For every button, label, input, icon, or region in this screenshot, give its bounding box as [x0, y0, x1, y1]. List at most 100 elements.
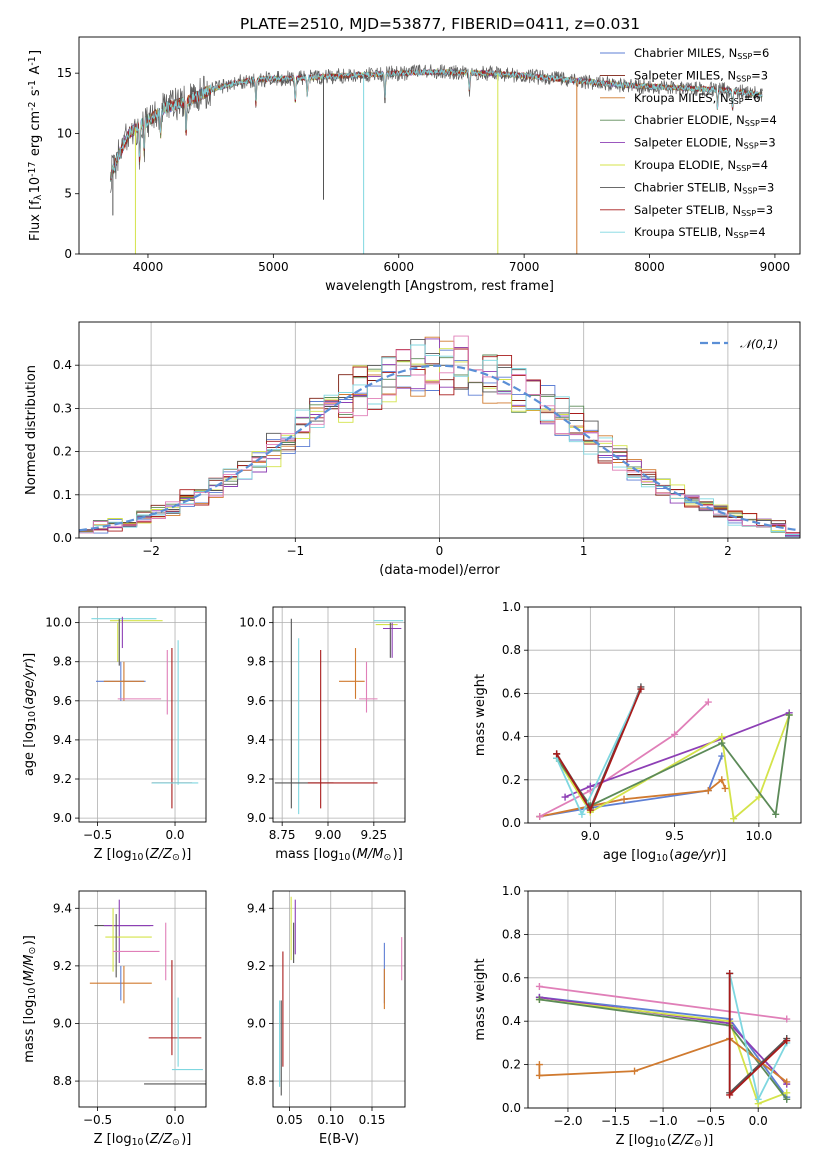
figure-title: PLATE=2510, MJD=53877, FIBERID=0411, z=0…: [240, 15, 640, 33]
mass_vs_Z-panel: −0.5 0.08.89.09.29.4Z [log10 (Z/Z⊙ )]mass…: [22, 890, 207, 1148]
y-tick-label: 9.0: [247, 811, 266, 825]
data-point: [726, 1091, 734, 1099]
subscript: SSP: [736, 74, 751, 83]
subscript: 10: [27, 988, 38, 1000]
text-run: (: [145, 1132, 150, 1147]
text-run: age [log: [603, 848, 656, 863]
subscript: 10: [132, 852, 144, 863]
subscript: SSP: [744, 142, 759, 151]
x-tick-label: 9.5: [665, 829, 684, 843]
plot-area: [274, 618, 404, 815]
y-tick-label: 9.8: [53, 655, 72, 669]
data-point: [721, 784, 729, 792]
text-run: Z [log: [94, 847, 132, 862]
x-tick-label: −0.5: [83, 828, 112, 842]
y-tick-label: 9.2: [247, 959, 266, 973]
data-point: [631, 1067, 639, 1075]
y-tick-label: 0.6: [502, 686, 521, 700]
data-point: [637, 685, 645, 693]
y-tick-label: 0.4: [502, 1014, 521, 1028]
y-tick-label: 8.8: [53, 1074, 72, 1088]
text-run: Z [log: [94, 1132, 132, 1147]
gaussian-curve: [79, 364, 800, 532]
x-axis-label: wavelength [Angstrom, rest frame]: [325, 279, 554, 294]
text-run: A: [28, 66, 43, 79]
data-point: [586, 782, 594, 790]
text-run: mass [log: [275, 847, 338, 862]
y-tick-label: 0.4: [502, 730, 521, 744]
plot-area: [535, 969, 791, 1108]
text-run: )]: [181, 1132, 191, 1147]
legend-label: Kroupa ELODIE, NSSP=4: [634, 158, 768, 173]
data-point: [561, 793, 569, 801]
y-axis-label: mass [log10 (M/M⊙ )]: [22, 935, 38, 1063]
x-tick-label: −1.5: [601, 1114, 630, 1128]
data-point: [718, 776, 726, 784]
x-tick-label: −1.0: [649, 1114, 678, 1128]
superscript: -1: [27, 80, 38, 89]
y-tick-label: 10: [57, 126, 72, 140]
legend-label: Chabrier STELIB, NSSP=3: [634, 180, 774, 195]
y-tick-label: 0.0: [502, 1101, 521, 1115]
text-run: Z/Z: [149, 1132, 173, 1147]
data-point: [671, 730, 679, 738]
y-tick-label: 1.0: [502, 884, 521, 898]
text-run: )]: [181, 847, 191, 862]
x-tick-label: 9.25: [360, 828, 387, 842]
series-line: [539, 985, 787, 1020]
text-run: age [log: [22, 723, 37, 776]
text-run: wavelength [Angstrom, rest frame]: [325, 279, 554, 294]
y-tick-label: 0.8: [502, 643, 521, 657]
x-axis-label: Z [log10 (Z/Z⊙ )]: [616, 1133, 714, 1149]
data-point: [620, 795, 628, 803]
x-tick-label: 9.00: [315, 828, 342, 842]
massweight_vs_age-panel: 9.0 9.5 10.0 0.0 0.2 0.4 0.6 0.8 1.0 age [log10 (…: [473, 600, 802, 864]
baseline-reset: =4: [751, 158, 768, 172]
x-tick-label: −2: [142, 544, 160, 558]
y-tick-label: 8.8: [247, 1074, 266, 1088]
subscript: λ: [33, 194, 44, 200]
x-axis-label: mass [log10 (M/M⊙ )]: [275, 847, 403, 863]
text-run: )]: [716, 848, 726, 863]
subscript: ⊙: [172, 852, 180, 863]
text-run: mass weight: [473, 958, 488, 1040]
x-tick-label: 9000: [760, 260, 791, 274]
data-point: [704, 787, 712, 795]
text-run: E(B-V): [319, 1132, 359, 1147]
axes-frame: [527, 606, 802, 824]
series-line: [555, 714, 791, 821]
x-tick-label: 1: [580, 544, 588, 558]
text-run: mass weight: [473, 674, 488, 756]
plot-area: [89, 899, 206, 1085]
text-run: (: [22, 705, 37, 710]
x-axis-label: (data-model)/error: [379, 563, 500, 578]
text-run: Flux [f: [28, 200, 43, 241]
y-tick-label: 0.6: [502, 971, 521, 985]
baseline-reset: =3: [759, 136, 776, 150]
mass_vs_ebv-panel: 0.05 0.10 0.15 8.8 9.0 9.2 9.4 E(B-V): [247, 890, 406, 1147]
superscript: -2: [27, 101, 38, 110]
axes-frame: [272, 606, 406, 823]
x-tick-label: 2: [724, 544, 732, 558]
x-tick-label: −2.0: [553, 1114, 582, 1128]
subscript: SSP: [741, 209, 756, 218]
y-tick-label: 9.0: [247, 1016, 266, 1030]
data-point: [535, 1071, 543, 1079]
text-run: Z/Z: [671, 1133, 695, 1148]
baseline-reset: =4: [760, 113, 777, 127]
y-axis-label: Normed distribution: [24, 365, 39, 495]
x-axis-label: Z [log10 (Z/Z⊙ )]: [94, 1132, 192, 1148]
y-tick-label: 9.4: [53, 901, 72, 915]
x-tick-label: 0.15: [359, 1113, 386, 1127]
data-point: [754, 1095, 762, 1103]
y-tick-label: 0.2: [502, 1058, 521, 1072]
residual_histogram-panel: −2 −1 0 1 2 0.0 0.1 0.2 0.3 0.4 (data-model)/error…: [24, 321, 801, 578]
x-tick-label: 6000: [383, 260, 414, 274]
text-run: mass [log: [22, 1000, 37, 1063]
legend-label: Salpeter MILES, NSSP=3: [634, 68, 768, 83]
y-tick-label: 5: [64, 187, 72, 201]
x-tick-label: 0.0: [749, 1114, 768, 1128]
data-point: [704, 698, 712, 706]
text-run: )]: [703, 1133, 713, 1148]
